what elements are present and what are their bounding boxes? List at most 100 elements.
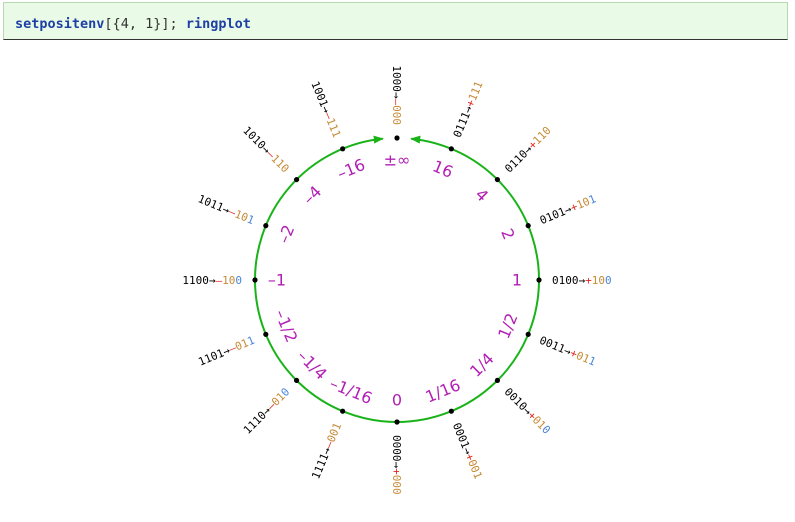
ring-arc-right [396,135,540,423]
regime-bits: 10 [233,207,250,224]
arrow-glyph: → [209,274,216,287]
ring-value-label: –1/16 [327,374,375,408]
sign-bit: + [463,97,478,108]
sign-bit: – [216,274,223,287]
ring-bit-label: 1001→–111 [309,79,344,139]
arrow-glyph: → [460,103,475,114]
ring-bit-label: 1100→–100 [182,274,242,287]
ring-bit-label: 0011→+011 [538,333,598,368]
ring-point [263,331,269,337]
arrow-glyph: → [460,445,475,456]
regime-bits: 10 [592,274,605,287]
ring-value-label: ±∞ [384,151,411,170]
arrow-glyph: → [221,343,232,358]
arrow-glyph: → [319,445,334,456]
sign-bit: + [391,468,404,475]
ring-bit-label: 1011→–101 [196,192,256,227]
ring-value-label: 1 [512,271,522,290]
regime-bits: 01 [574,349,591,366]
sign-bit: + [463,451,478,462]
arrow-glyph: → [221,202,232,217]
regime-bits: 10 [574,194,591,211]
ring-value-label: 2 [497,226,518,243]
regime-bits: 111 [466,79,486,102]
ring-point [525,331,531,337]
regime-bits: 10 [222,274,235,287]
ring-bit-label: 0101→+101 [538,192,598,227]
input-cell[interactable]: setpositenv[{4, 1}]; ringplot [3,2,788,40]
code-semicolon: ; [169,16,178,32]
ring-bit-label: 0111→+111 [450,79,485,139]
code-bracket-open: [ [104,16,113,32]
sign-bit: – [227,341,238,356]
ring-point [448,408,454,414]
ring-point [340,408,346,414]
ring-value-label: 16 [430,156,456,181]
code-brace-close: } [153,16,162,32]
ring-value-label: 0 [392,391,402,410]
ring-value-label: –4 [299,182,325,208]
code-command: ringplot [185,16,251,32]
ring-points: ±∞1000→–000160111→+11140110→+11020101→+1… [182,65,611,494]
ring-value-label: 1/4 [466,349,498,381]
sign-bit: – [227,205,238,220]
regime-bits: 001 [324,421,344,444]
ring-point [293,176,300,183]
bit-pattern: 1100 [182,274,209,287]
ring-point [494,176,501,183]
ring-point [536,277,542,283]
ring-point [252,277,258,283]
ring-arc-left [254,135,398,423]
code-comma: , [128,16,137,32]
ring-bit-label: 0010→+010 [502,385,553,436]
fraction-bits: 0 [605,274,612,287]
ring-value-label: 1/16 [423,375,463,406]
ring-bit-label: 1000→–000 [391,65,404,125]
ring-value-label: –1 [268,271,286,290]
ring-value-label: 1/2 [494,310,521,341]
arrow-glyph: → [562,202,573,217]
code-arg-1: 4 [120,16,129,32]
ring-value-label: –1/2 [271,307,301,345]
fraction-bits: 1 [245,333,256,348]
sign-bit: + [585,274,592,287]
ring-bit-label: 0100→+100 [552,274,612,287]
code-bracket-close: ] [161,16,170,32]
ring-point [263,223,269,229]
ring-point [340,146,346,152]
ring-bit-label: 1010→–110 [241,124,292,175]
ring-point [525,223,531,229]
arrow-glyph: → [579,274,586,287]
fraction-bits: 0 [235,274,242,287]
arrow-glyph: → [391,92,404,99]
regime-bits: 001 [466,457,486,480]
ring-bit-label: 0001→+001 [450,421,485,481]
ring-point [394,419,400,425]
ring-value-label: –1/4 [294,346,331,383]
arrow-glyph: → [391,462,404,469]
ring-point [394,135,400,141]
code-function-name: setpositenv [15,16,105,32]
ring-value-label: –16 [334,155,367,183]
ring-value-label: –2 [274,222,299,246]
bit-pattern: 1000 [391,65,404,92]
regime-bits: 01 [233,336,250,353]
fraction-bits: 1 [587,192,598,207]
ring-bit-label: 0110→+110 [502,124,553,175]
sign-bit: – [322,110,337,121]
arrow-glyph: → [562,343,573,358]
bit-pattern: 0000 [391,435,404,462]
sign-bit: + [568,346,579,361]
ring-bit-label: 0000→+000 [391,435,404,495]
bit-pattern: 0100 [552,274,579,287]
ring-point [494,377,501,384]
ring-bit-label: 1111→–001 [309,421,344,481]
fraction-bits: 1 [245,212,256,227]
input-code[interactable]: setpositenv[{4, 1}]; ringplot [15,16,251,32]
code-brace-open: { [112,16,121,32]
regime-bits: 111 [324,116,344,139]
ring-point [448,146,454,152]
regime-bits: 000 [391,475,404,495]
ring-value-label: 4 [472,185,493,206]
